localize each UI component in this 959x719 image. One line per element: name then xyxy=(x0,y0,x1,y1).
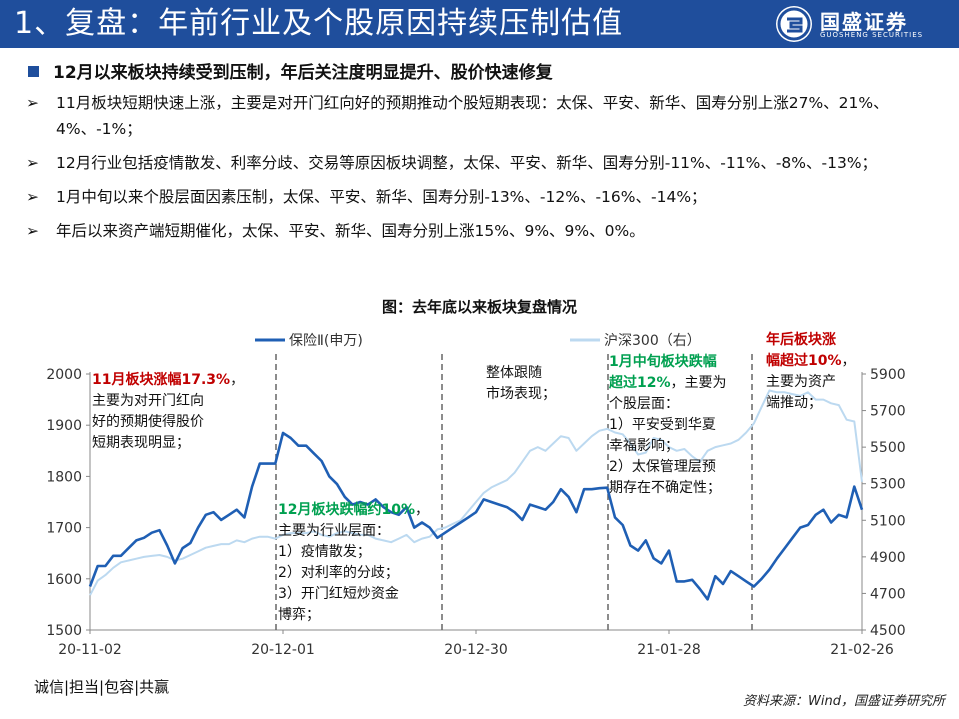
annotation-segment: 主要为对开门红向 xyxy=(92,393,204,409)
annotation-text: 超过12%，主要为 xyxy=(608,374,727,391)
y-tick-label-right: 5100 xyxy=(870,513,906,529)
footer-slogan: 诚信|担当|包容|共赢 xyxy=(34,678,170,696)
bullet-text: 11月板块短期快速上涨，主要是对开门红向好的预期推动个股短期表现：太保、平安、新… xyxy=(56,94,889,138)
annotation-segment: 主要为行业层面： xyxy=(278,523,390,539)
arrow-bullet-icon: ➢ xyxy=(26,222,39,240)
y-tick-label-right: 5500 xyxy=(870,440,906,456)
annotation-text: 个股层面： xyxy=(609,396,679,412)
annotation-text: 1月中旬板块跌幅 xyxy=(609,353,717,370)
annotation-segment: 端推动； xyxy=(766,395,822,411)
y-tick-label-right: 5900 xyxy=(870,367,906,383)
bullet-list: ➢ 11月板块短期快速上涨，主要是对开门红向好的预期推动个股短期表现：太保、平安、… xyxy=(24,90,944,252)
annotation-segment: 1）疫情散发； xyxy=(278,544,371,560)
annotation-text: 主要为行业层面： xyxy=(278,523,390,539)
page-title: 1、复盘：年前行业及个股原因持续压制估值 xyxy=(14,6,624,41)
logo-mark-icon xyxy=(776,6,812,42)
annotation-segment: 幸福影响； xyxy=(609,438,679,454)
logo-text-en: GUOSHENG SECURITIES xyxy=(820,31,924,39)
x-tick-label: 20-11-02 xyxy=(58,642,122,658)
y-tick-label-left: 2000 xyxy=(46,367,82,383)
y-tick-label-right: 4500 xyxy=(870,623,906,639)
legend-label-insurance: 保险Ⅱ(申万) xyxy=(289,333,363,349)
annotation-text: 主要为对开门红向 xyxy=(92,393,204,409)
annotation-segment: 1）平安受到华夏 xyxy=(609,417,716,433)
annotation-text: 短期表现明显； xyxy=(92,435,190,451)
arrow-bullet-icon: ➢ xyxy=(26,188,39,206)
y-tick-label-right: 4900 xyxy=(870,550,906,566)
annotation-text: 幸福影响； xyxy=(609,438,679,454)
annotation-segment: 市场表现； xyxy=(486,385,556,402)
annotation-text: 年后板块涨 xyxy=(766,331,836,348)
annotation-text: 整体跟随 xyxy=(486,365,542,381)
section-title-text: 12月以来板块持续受到压制，年后关注度明显提升、股价快速修复 xyxy=(53,63,553,83)
figure-title: 图：去年底以来板块复盘情况 xyxy=(381,298,577,316)
annotation-text: 博弈； xyxy=(278,606,320,623)
y-tick-label-left: 1900 xyxy=(46,418,82,434)
annotation-segment: ， xyxy=(230,372,244,388)
annotation-segment: 整体跟随 xyxy=(486,365,542,381)
annotation-segment: ，主要为 xyxy=(671,375,727,391)
annotation-segment: 2）对利率的分歧； xyxy=(278,564,399,581)
annotation-segment: 个股层面： xyxy=(609,396,679,412)
annotation-text: 期存在不确定性； xyxy=(609,480,721,496)
square-bullet-icon xyxy=(28,66,39,77)
y-tick-label-left: 1800 xyxy=(46,469,82,485)
bullet-item: ➢ 1月中旬以来个股层面因素压制，太保、平安、新华、国寿分别-13%、-12%、-… xyxy=(24,184,944,210)
annotation-text: 1）平安受到华夏 xyxy=(609,417,716,433)
header-bar: 1、复盘：年前行业及个股原因持续压制估值 国盛证券 GUOSHENG SECUR… xyxy=(0,0,959,48)
annotation-text: 好的预期使得股价 xyxy=(92,413,204,430)
x-tick-label: 20-12-30 xyxy=(444,642,508,658)
series-line-insurance xyxy=(88,431,864,601)
annotation-segment: 短期表现明显； xyxy=(92,435,190,451)
annotation-segment: 主要为资产 xyxy=(766,374,836,390)
annotation-text: 3）开门红短炒资金 xyxy=(278,586,399,602)
annotation-text: 2）对利率的分歧； xyxy=(278,564,399,581)
annotation-segment: 12月板块跌幅约10% xyxy=(278,501,415,518)
annotation-segment: 2）太保管理层预 xyxy=(609,459,716,475)
x-tick-label: 21-01-28 xyxy=(637,642,701,658)
annotation-segment: 期存在不确定性； xyxy=(609,480,721,496)
annotation-text: 2）太保管理层预 xyxy=(609,459,716,475)
y-tick-label-right: 4700 xyxy=(870,586,906,602)
y-tick-label-left: 1700 xyxy=(46,521,82,537)
annotation-text: 12月板块跌幅约10%， xyxy=(278,501,429,518)
bullet-text: 年后以来资产端短期催化，太保、平安、新华、国寿分别上涨15%、9%、9%、0%。 xyxy=(56,222,645,240)
annotation-text: 市场表现； xyxy=(486,385,556,402)
y-tick-label-left: 1500 xyxy=(46,623,82,639)
arrow-bullet-icon: ➢ xyxy=(26,94,39,112)
annotation-segment: 11月板块涨幅17.3% xyxy=(92,371,230,388)
bullet-item: ➢ 12月行业包括疫情散发、利率分歧、交易等原因板块调整，太保、平安、新华、国寿分… xyxy=(24,150,944,176)
annotation-segment: 幅超过10% xyxy=(766,352,842,369)
annotation-segment: 1月中旬板块跌幅 xyxy=(609,353,717,370)
line-chart: 1500 1600 1700 1800 1900 2000 4500 4700 4900 5100… xyxy=(46,331,906,658)
footer-source: 资料来源：Wind，国盛证券研究所 xyxy=(743,694,945,709)
annotation-segment: 博弈； xyxy=(278,606,320,623)
annotation-text: 11月板块涨幅17.3%， xyxy=(92,371,244,388)
company-logo: 国盛证券 GUOSHENG SECURITIES xyxy=(776,6,951,42)
annotation-segment: 年后板块涨 xyxy=(766,331,836,348)
annotation-text: 1）疫情散发； xyxy=(278,544,371,560)
x-tick-label: 21-02-26 xyxy=(830,642,894,658)
annotation-segment: ， xyxy=(842,353,856,369)
section-title: 12月以来板块持续受到压制，年后关注度明显提升、股价快速修复 xyxy=(28,58,553,83)
series-line-hs300 xyxy=(89,389,863,596)
bullet-text: 12月行业包括疫情散发、利率分歧、交易等原因板块调整，太保、平安、新华、国寿分别… xyxy=(56,154,878,172)
annotation-text: 主要为资产 xyxy=(766,374,836,390)
annotation-segment: 好的预期使得股价 xyxy=(92,413,204,430)
annotation-segment: 3）开门红短炒资金 xyxy=(278,586,399,602)
legend-label-hs300: 沪深300（右） xyxy=(604,333,701,349)
annotation-segment: 超过12% xyxy=(608,374,671,391)
y-tick-label-right: 5700 xyxy=(870,404,906,420)
logo-text-cn: 国盛证券 xyxy=(820,10,908,34)
bullet-item: ➢ 11月板块短期快速上涨，主要是对开门红向好的预期推动个股短期表现：太保、平安、… xyxy=(24,90,944,142)
arrow-bullet-icon: ➢ xyxy=(26,154,39,172)
y-tick-label-left: 1600 xyxy=(46,572,82,588)
annotation-segment: ， xyxy=(415,502,429,518)
x-tick-label: 20-12-01 xyxy=(251,642,315,658)
y-tick-label-right: 5300 xyxy=(870,477,906,493)
bullet-item: ➢ 年后以来资产端短期催化，太保、平安、新华、国寿分别上涨15%、9%、9%、0%… xyxy=(24,218,944,244)
bullet-text: 1月中旬以来个股层面因素压制，太保、平安、新华、国寿分别-13%、-12%、-1… xyxy=(56,188,707,206)
annotation-text: 幅超过10%， xyxy=(766,352,856,369)
annotation-text: 端推动； xyxy=(766,395,822,411)
